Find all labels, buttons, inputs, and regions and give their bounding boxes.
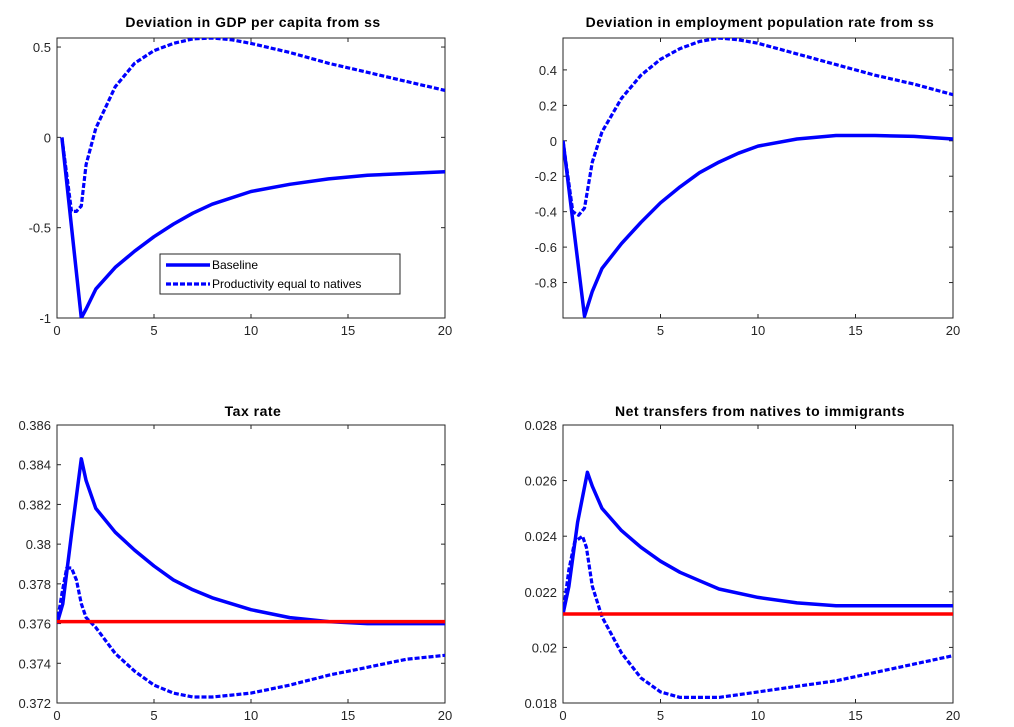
x-tick-label: 0 [53, 708, 60, 723]
y-tick-label: -0.6 [535, 240, 557, 255]
plot-area [562, 424, 954, 704]
plot-area [562, 37, 954, 319]
panel-tax-rate: Tax rate 0 5 10 15 20 0.372 0.374 0.376 0.378 0.3… [18, 403, 452, 723]
y-tick-label: -0.4 [535, 205, 557, 220]
chart-title: Net transfers from natives to immigrants [615, 403, 905, 419]
x-tick-label: 15 [341, 323, 355, 338]
series-baseline-line [563, 133, 953, 318]
x-tick-label: 15 [848, 323, 862, 338]
series-productivity-line [563, 38, 953, 217]
x-tick-label: 0 [53, 323, 60, 338]
x-tick-label: 20 [946, 708, 960, 723]
chart-title: Tax rate [225, 403, 282, 419]
legend: Baseline Productivity equal to natives [159, 253, 401, 295]
plot-area [56, 424, 446, 704]
panel-net-transfers: Net transfers from natives to immigrants… [524, 403, 960, 723]
chart-title: Deviation in employment population rate … [586, 14, 935, 30]
x-tick-label: 5 [657, 708, 664, 723]
y-tick-label: 0.38 [26, 537, 51, 552]
y-tick-label: 0.4 [539, 63, 557, 78]
series-productivity-line [563, 534, 953, 700]
y-tick-label: 0.024 [524, 529, 557, 544]
series-baseline-line [60, 137, 445, 318]
x-tick-label: 5 [150, 708, 157, 723]
y-tick-label: 0.372 [18, 696, 51, 711]
y-tick-label: 0.5 [33, 40, 51, 55]
y-tick-label: 0.374 [18, 656, 51, 671]
y-tick-label: 0.386 [18, 418, 51, 433]
x-tick-label: 15 [341, 708, 355, 723]
series-productivity-line [57, 566, 445, 699]
panel-gdp-per-capita: Deviation in GDP per capita from ss 0 5 10… [29, 14, 453, 338]
x-tick-label: 0 [559, 708, 566, 723]
y-tick-label: 0.384 [18, 458, 51, 473]
series-productivity-line [60, 38, 445, 213]
x-tick-label: 20 [438, 323, 452, 338]
y-tick-label: 0 [550, 134, 557, 149]
y-tick-label: -0.5 [29, 221, 51, 236]
y-tick-label: 0 [44, 130, 51, 145]
y-tick-label: 0.022 [524, 585, 557, 600]
chart-title: Deviation in GDP per capita from ss [125, 14, 380, 30]
x-tick-label: 10 [751, 323, 765, 338]
y-tick-label: 0.376 [18, 617, 51, 632]
series-baseline-line [563, 470, 953, 615]
y-tick-label: 0.028 [524, 418, 557, 433]
x-tick-label: 5 [657, 323, 664, 338]
panel-employment-rate: Deviation in employment population rate … [535, 14, 961, 338]
y-tick-label: 0.2 [539, 98, 557, 113]
y-tick-label: 0.026 [524, 474, 557, 489]
legend-box [159, 253, 401, 295]
x-tick-label: 20 [438, 708, 452, 723]
y-tick-label: -0.8 [535, 276, 557, 291]
x-tick-label: 15 [848, 708, 862, 723]
x-tick-label: 10 [244, 708, 258, 723]
y-tick-label: 0.02 [532, 640, 557, 655]
y-tick-label: -1 [39, 311, 51, 326]
y-tick-label: 0.378 [18, 577, 51, 592]
x-tick-label: 20 [946, 323, 960, 338]
y-tick-label: 0.018 [524, 696, 557, 711]
y-tick-label: 0.382 [18, 497, 51, 512]
legend-entry-label: Baseline [212, 258, 258, 272]
legend-entry-label: Productivity equal to natives [212, 277, 361, 291]
x-tick-label: 10 [244, 323, 258, 338]
x-tick-label: 10 [751, 708, 765, 723]
y-tick-label: -0.2 [535, 169, 557, 184]
x-tick-label: 5 [150, 323, 157, 338]
